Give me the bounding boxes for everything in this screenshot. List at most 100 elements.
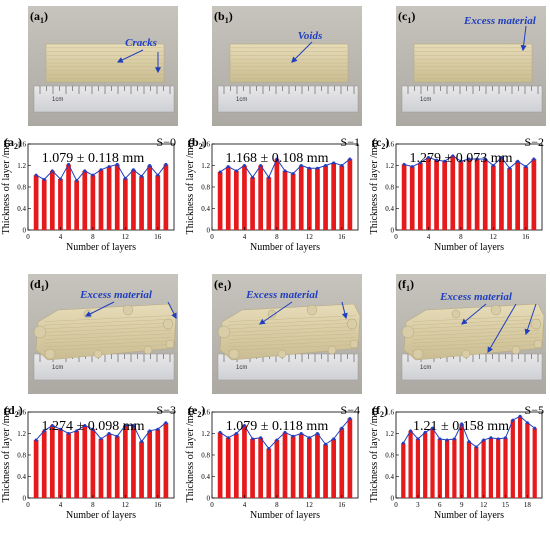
annotation-label: Voids (298, 30, 322, 42)
y-axis-label: Thickness of layer /mm (1, 407, 12, 502)
panel-label-close: ) (19, 403, 23, 417)
series-point (131, 423, 135, 427)
bar (466, 441, 472, 498)
sample-id-label: S−4 (341, 403, 360, 417)
x-tick-label: 3 (416, 501, 420, 509)
bar (298, 433, 304, 498)
chart-panel-d2: 0 0.4 0.8 1.2 1.6 0 4 8 12 16 Number of layers Thic… (1, 403, 176, 521)
y-tick-label: 0.8 (17, 184, 26, 192)
y-tick-label: 0.8 (17, 452, 26, 460)
sample-id-label: S−0 (157, 135, 176, 149)
bar (139, 176, 144, 230)
ruler-unit-label: 1cm (420, 365, 431, 371)
series-point (156, 173, 160, 177)
excess-material-blob (277, 349, 287, 359)
sample-id-label: S−1 (341, 135, 360, 149)
bar (444, 439, 450, 498)
bar (114, 164, 120, 230)
bar (496, 438, 501, 498)
panel-label-subscript: 1 (41, 284, 45, 293)
excess-material-blob (165, 339, 175, 349)
series-point (283, 169, 287, 173)
bar (250, 177, 255, 230)
series-point (452, 437, 456, 441)
panel-label: (d2) (4, 403, 23, 419)
excess-material-blob (346, 318, 358, 330)
bar (98, 169, 104, 230)
series-point (423, 430, 427, 434)
bar (122, 425, 128, 498)
y-tick-label: 0 (391, 495, 395, 503)
annotation-arrow (116, 49, 144, 63)
bar (442, 161, 448, 230)
bar (347, 418, 353, 498)
series-point (315, 432, 319, 435)
panel-label: (b1) (214, 9, 233, 25)
bar (517, 416, 523, 498)
panel-label-open: ( (4, 403, 8, 417)
series-point (482, 438, 486, 442)
y-tick-label: 0 (23, 227, 27, 235)
panel-label-subscript: 1 (406, 284, 410, 293)
bar (315, 168, 320, 230)
photo-panel-d1: 1cm (d1) Excess material (28, 274, 178, 394)
bar (49, 170, 55, 230)
panel-label-open: ( (4, 135, 8, 149)
x-tick-label: 8 (459, 233, 463, 241)
bar (515, 161, 521, 230)
series-point (315, 166, 319, 170)
panel-label-letter: d (34, 277, 41, 291)
x-tick-label: 8 (275, 233, 279, 241)
bar (331, 162, 337, 230)
annotation-arrow (84, 301, 115, 317)
mean-thickness-label: 1.274 ± 0.098 mm (42, 419, 145, 434)
excess-material-blob (93, 349, 103, 359)
x-tick-label: 12 (306, 501, 314, 509)
panel-label-open: ( (214, 9, 218, 23)
bar (323, 444, 328, 498)
x-tick-label: 0 (210, 233, 214, 241)
x-tick-label: 4 (243, 233, 247, 241)
annotation-arrow (461, 303, 487, 325)
panel-label-close: ) (44, 9, 48, 23)
bar (258, 437, 264, 498)
series-point (107, 432, 111, 435)
layer-line (43, 315, 173, 322)
bar (290, 436, 296, 498)
bar (98, 438, 104, 498)
bar (510, 420, 515, 498)
bar (331, 438, 337, 498)
ruler-unit-label: 1cm (52, 365, 63, 371)
bar (217, 171, 223, 230)
series-point (115, 162, 119, 166)
series-point (99, 437, 103, 441)
x-tick-label: 0 (394, 501, 398, 509)
y-tick-label: 0.8 (201, 452, 210, 460)
mean-thickness-label: 1.079 ± 0.118 mm (226, 419, 329, 434)
photo-panel-b1: 1cm (b1) Voids (212, 6, 362, 126)
bar (474, 159, 480, 230)
bar (450, 155, 456, 230)
ruler-unit-label: 1cm (52, 97, 63, 103)
panel-label-letter: a (34, 9, 40, 23)
chart-panel-f2: 0 0.4 0.8 1.2 1.6 0 3 6 9 12 15 18 Number of layers T… (369, 403, 544, 521)
y-tick-label: 0 (23, 495, 27, 503)
annotation-arrow (487, 303, 517, 354)
excess-material-blob (44, 348, 56, 360)
y-tick-label: 0.8 (201, 184, 210, 192)
bar (242, 425, 247, 498)
series-point (115, 434, 119, 438)
y-tick-label: 0.4 (17, 473, 26, 481)
y-axis-label: Thickness of layer /mm (185, 407, 196, 502)
bar (532, 428, 537, 498)
excess-material-blob (33, 325, 47, 339)
series-point (275, 157, 279, 161)
x-tick-label: 9 (460, 501, 464, 509)
x-tick-label: 16 (154, 233, 162, 241)
panel-label-subscript: 2 (380, 410, 384, 419)
series-point (75, 429, 79, 433)
bar (531, 159, 537, 230)
bar (415, 438, 421, 498)
